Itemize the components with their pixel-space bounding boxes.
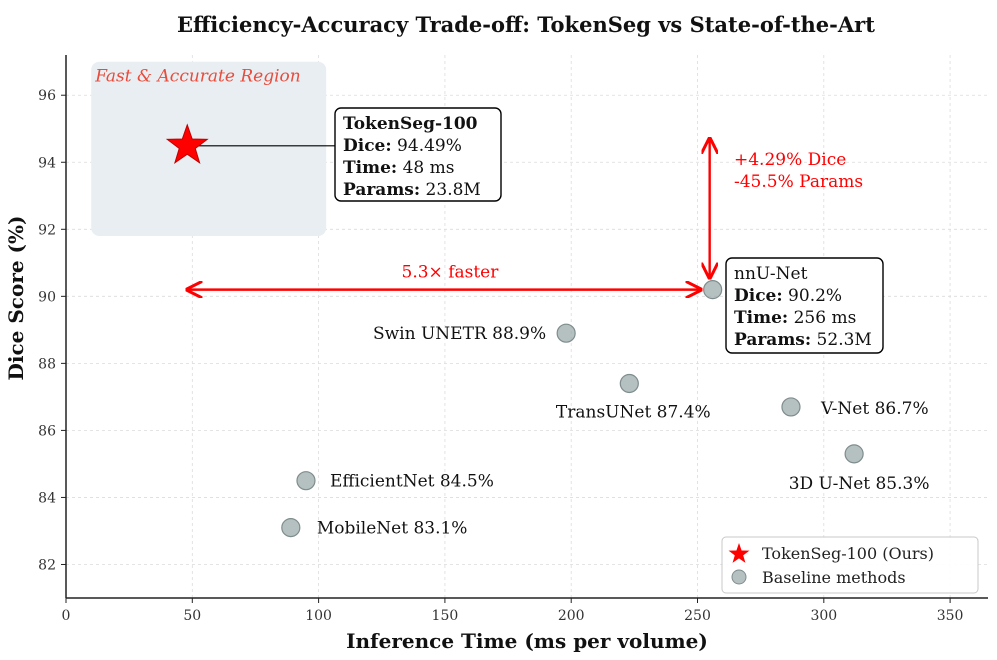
ours-info-box-frame <box>334 107 502 202</box>
nnunet-info-box-line: Time: 256 ms <box>734 308 856 328</box>
x-tick-label: 150 <box>432 608 459 624</box>
chart-title: Efficiency-Accuracy Trade-off: TokenSeg … <box>177 12 875 37</box>
nnunet-info-box-line: Dice: 90.2% <box>734 286 842 306</box>
y-tick-label: 88 <box>38 356 56 372</box>
baseline-point <box>781 397 801 417</box>
highlight-region: Fast & Accurate Region <box>91 61 327 236</box>
ours-point-star <box>165 123 209 165</box>
baseline-point <box>844 444 864 464</box>
data-points <box>165 123 864 538</box>
region-label: Fast & Accurate Region <box>94 67 300 87</box>
y-tick-label: 84 <box>38 490 56 506</box>
legend-star-icon <box>728 543 750 563</box>
legend-frame <box>721 536 979 594</box>
ours-info-box-line: Time: 48 ms <box>343 158 454 178</box>
legend-label-ours: TokenSeg-100 (Ours) <box>762 544 934 563</box>
ours-info-box-line: Dice: 94.49% <box>343 136 462 156</box>
x-tick-label: 200 <box>558 608 585 624</box>
gain-annotation-line: -45.5% Params <box>734 172 863 192</box>
baseline-point <box>619 373 639 394</box>
point-label: V-Net 86.7% <box>820 399 929 419</box>
y-tick-label: 82 <box>38 557 56 573</box>
x-tick-label: 100 <box>305 608 332 624</box>
y-tick-label: 92 <box>38 222 56 238</box>
region-rect <box>91 61 327 236</box>
ours-info-box-line: Params: 23.8M <box>343 180 481 200</box>
y-tick-label: 96 <box>38 88 56 104</box>
baseline-point <box>556 323 576 343</box>
point-label: TransUNet 87.4% <box>556 402 711 422</box>
legend-label-baselines: Baseline methods <box>762 568 906 587</box>
nnunet-info-box-frame <box>725 257 884 354</box>
legend-circle-icon <box>731 569 747 585</box>
x-tick-label: 50 <box>183 608 201 624</box>
x-tick-label: 350 <box>937 608 964 624</box>
baseline-point <box>703 280 723 300</box>
point-label: EfficientNet 84.5% <box>330 472 494 492</box>
y-tick-label: 86 <box>38 423 56 439</box>
x-tick-label: 250 <box>684 608 711 624</box>
annotations: 5.3× faster +4.29% Dice-45.5% Params <box>187 139 863 290</box>
nnunet-info-box-line: Params: 52.3M <box>734 330 872 350</box>
ours-info-box-title: TokenSeg-100 <box>343 114 478 134</box>
point-label: MobileNet 83.1% <box>317 519 468 539</box>
x-tick-label: 300 <box>810 608 837 624</box>
baseline-point <box>296 471 316 491</box>
point-label: Swin UNETR 88.9% <box>373 324 546 344</box>
legend: TokenSeg-100 (Ours) Baseline methods <box>721 536 979 594</box>
baseline-point <box>281 518 301 538</box>
y-tick-label: 90 <box>38 289 56 305</box>
axes <box>65 55 988 599</box>
nnunet-info-box-title: nnU-Net <box>734 264 808 284</box>
gain-annotation-line: +4.29% Dice <box>734 150 846 170</box>
point-label: 3D U-Net 85.3% <box>789 474 930 494</box>
axis-ticks: 0 50 100 150 200 250 300 350 82 84 86 88 90 92 94 96 <box>38 88 963 624</box>
x-axis-label: Inference Time (ms per volume) <box>346 629 708 653</box>
point-labels: Swin UNETR 88.9% TransUNet 87.4% V-Net 86.… <box>317 107 930 539</box>
speed-annotation: 5.3× faster <box>402 263 500 283</box>
x-tick-label: 0 <box>62 608 71 624</box>
y-axis-label: Dice Score (%) <box>4 216 28 381</box>
y-tick-label: 94 <box>38 155 56 171</box>
